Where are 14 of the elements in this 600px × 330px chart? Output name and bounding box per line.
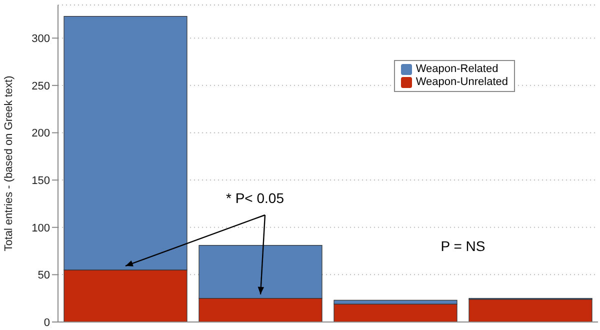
y-tick-label: 150 [32, 174, 50, 187]
bar [468, 298, 592, 322]
bar [334, 304, 458, 322]
y-tick-label: 200 [32, 128, 50, 140]
legend-label: Weapon-Unrelated [416, 76, 508, 89]
y-tick-label: 0 [44, 316, 50, 329]
y-axis-title: Total entries - (based on Greek text) [2, 76, 15, 252]
annotation: * P< 0.05 [226, 190, 284, 206]
legend-label: Weapon-Related [416, 63, 498, 76]
y-tick-label: 300 [32, 33, 50, 46]
annotation: P = NS [440, 238, 486, 254]
y-tick-label: 50 [38, 270, 50, 282]
y-tick-label: 100 [32, 222, 50, 234]
y-tick-label: 250 [32, 80, 50, 92]
